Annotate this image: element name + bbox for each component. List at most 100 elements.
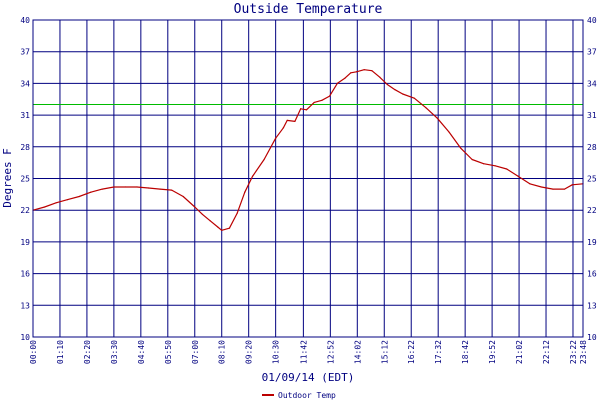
data-point [209, 220, 211, 222]
x-tick-label: 16:22 [407, 340, 416, 364]
data-point [402, 93, 404, 95]
x-tick-label: 19:52 [488, 340, 497, 364]
data-point [182, 195, 184, 198]
y-tick-label-left: 37 [20, 48, 30, 57]
x-tick-label: 02:20 [83, 340, 92, 364]
data-point [425, 107, 427, 109]
data-point [282, 127, 284, 129]
data-point [236, 212, 238, 214]
data-point [540, 186, 543, 188]
data-point [217, 226, 219, 228]
x-tick-label: 22:12 [542, 340, 551, 364]
y-tick-label-right: 31 [587, 111, 597, 120]
data-point [494, 165, 496, 167]
plot-border [32, 19, 584, 338]
data-point [263, 158, 265, 161]
data-point [386, 83, 388, 86]
data-point [517, 175, 519, 177]
y-tick-label-left: 22 [20, 206, 30, 215]
data-point [344, 77, 346, 79]
y-tick-label-right: 34 [587, 79, 597, 88]
data-point [55, 202, 57, 204]
y-tick-label-right: 22 [587, 206, 597, 215]
x-tick-label: 05:50 [164, 340, 173, 364]
x-tick-label: 09:20 [245, 340, 254, 364]
x-axis-label: 01/09/14 (EDT) [262, 371, 355, 384]
data-point [159, 188, 161, 190]
y-tick-label-left: 31 [20, 111, 30, 120]
data-point [506, 168, 508, 170]
x-tick-label: 14:02 [353, 340, 362, 364]
data-point [305, 109, 308, 111]
data-point [147, 187, 150, 189]
y-tick-label-left: 25 [20, 175, 30, 184]
data-point [275, 137, 277, 139]
x-tick-label: 11:42 [299, 340, 308, 364]
data-point [171, 189, 173, 191]
y-tick-label-left: 13 [20, 301, 30, 310]
x-tick-label: 23:48 [579, 340, 588, 364]
data-point [321, 99, 323, 101]
data-point [201, 213, 204, 216]
x-tick-label: 00:00 [29, 340, 38, 364]
data-point [394, 89, 396, 91]
data-point [221, 229, 223, 231]
data-point [43, 206, 46, 208]
series-layer [32, 69, 584, 231]
data-point [228, 227, 231, 229]
x-tick-label: 18:42 [461, 340, 470, 364]
y-axis-left: 10 13 16 19 22 25 28 31 34 37 40 [20, 16, 30, 342]
data-point [244, 191, 246, 193]
x-tick-label: 10:30 [272, 340, 281, 364]
chart-title: Outside Temperature [234, 2, 383, 17]
x-tick-label: 21:02 [515, 340, 524, 364]
y-tick-label-right: 10 [587, 333, 597, 342]
data-point [113, 186, 115, 188]
data-point [413, 97, 415, 99]
x-tick-label: 12:52 [326, 340, 335, 364]
data-point [136, 186, 138, 188]
y-tick-label-right: 37 [587, 48, 597, 57]
y-tick-label-left: 28 [20, 143, 30, 152]
legend-label: Outdoor Temp [278, 391, 336, 400]
y-tick-label-left: 19 [20, 238, 30, 247]
data-point [552, 188, 554, 190]
y-tick-label-right: 25 [587, 175, 597, 184]
y-tick-label-right: 19 [587, 238, 597, 247]
data-point [355, 71, 358, 73]
data-point [78, 195, 80, 198]
x-tick-label: 03:30 [110, 340, 119, 364]
data-point [313, 101, 315, 104]
data-point [448, 131, 450, 133]
legend: Outdoor Temp [262, 391, 336, 400]
data-point [371, 70, 373, 72]
data-point [67, 199, 69, 201]
data-point [379, 76, 381, 78]
y-tick-label-left: 10 [20, 333, 30, 342]
x-axis: 00:00 01:10 02:20 03:30 04:40 05:50 07:00 08:10… [29, 340, 588, 364]
y-axis-label: Degrees F [1, 148, 14, 208]
data-point [563, 188, 566, 190]
y-tick-label-left: 34 [20, 79, 30, 88]
data-point [194, 206, 196, 208]
data-point [328, 95, 331, 97]
data-point [571, 184, 573, 186]
y-tick-label-left: 40 [20, 16, 30, 25]
x-tick-label: 01:10 [56, 340, 65, 364]
x-tick-label: 04:40 [137, 340, 146, 364]
x-tick-label: 08:10 [218, 340, 227, 364]
data-point [529, 183, 531, 185]
y-tick-label-right: 16 [587, 270, 597, 279]
data-point [363, 69, 365, 71]
data-point [350, 72, 352, 74]
x-tick-label: 07:00 [191, 340, 200, 364]
data-point [459, 147, 462, 149]
x-tick-label: 17:32 [434, 340, 443, 364]
data-point [471, 158, 473, 161]
data-point [336, 82, 338, 84]
data-point [90, 191, 92, 193]
y-tick-label-right: 13 [587, 301, 597, 310]
